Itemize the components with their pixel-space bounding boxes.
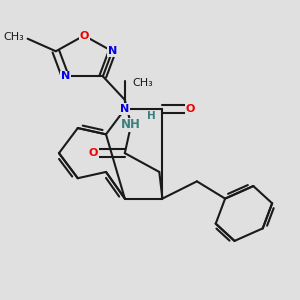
Text: H: H <box>147 110 156 121</box>
Text: CH₃: CH₃ <box>4 32 25 42</box>
Text: N: N <box>108 46 117 56</box>
Text: O: O <box>89 148 98 158</box>
Text: NH: NH <box>121 118 141 131</box>
Text: N: N <box>61 71 70 81</box>
Text: O: O <box>80 31 89 40</box>
Text: N: N <box>120 104 129 114</box>
Text: O: O <box>186 104 195 114</box>
Text: CH₃: CH₃ <box>133 78 153 88</box>
